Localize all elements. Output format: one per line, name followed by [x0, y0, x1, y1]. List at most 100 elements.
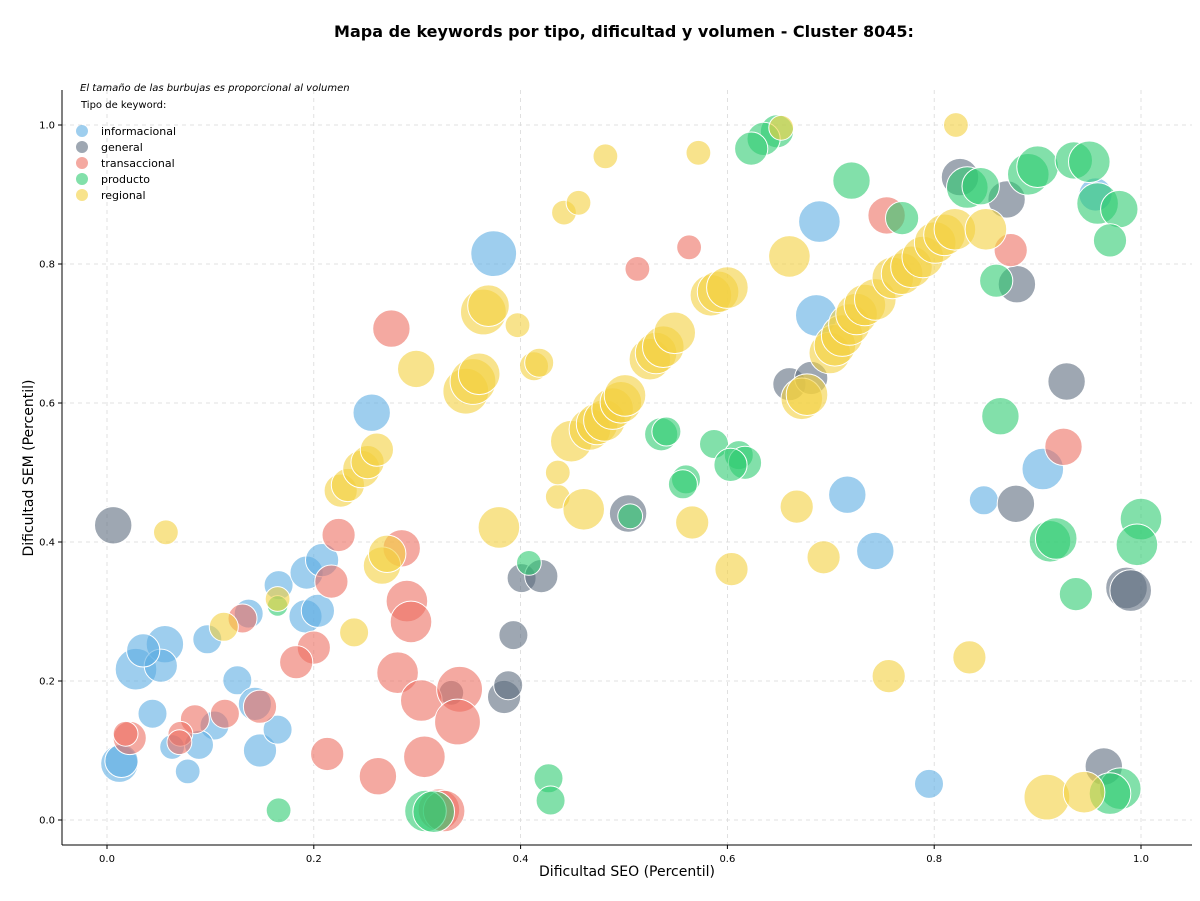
producto-bubble — [412, 790, 456, 834]
transaccional-bubble — [376, 651, 419, 695]
producto-bubble — [885, 201, 920, 236]
informacional-bubble — [798, 200, 841, 243]
y-tick-label: 0.0 — [39, 816, 55, 827]
chart-title: Mapa de keywords por tipo, dificultad y … — [334, 22, 914, 41]
regional-bubble — [524, 347, 555, 378]
x-tick-label: 0.2 — [306, 854, 322, 865]
producto-bubble — [1058, 577, 1094, 612]
informacional-bubble — [300, 593, 335, 628]
producto-bubble — [1100, 189, 1139, 229]
x-tick-label: 0.0 — [99, 854, 115, 865]
regional-bubble — [477, 506, 521, 549]
regional-bubble — [457, 352, 501, 396]
transaccional-bubble — [358, 757, 398, 796]
regional-bubble — [785, 373, 829, 417]
regional-bubble — [562, 488, 606, 531]
producto-bubble — [617, 503, 644, 530]
transaccional-bubble — [389, 600, 433, 644]
regional-bubble — [208, 611, 239, 642]
legend-marker-regional — [76, 189, 88, 201]
producto-bubble — [979, 263, 1014, 298]
bubbles — [94, 112, 1163, 834]
regional-bubble — [264, 586, 291, 612]
regional-bubble — [368, 534, 407, 573]
regional-bubble — [871, 659, 906, 694]
regional-bubble — [1062, 770, 1106, 814]
regional-bubble — [952, 640, 987, 675]
legend-marker-producto — [76, 173, 88, 185]
regional-bubble — [397, 349, 436, 389]
regional-bubble — [592, 143, 619, 170]
informacional-bubble — [126, 633, 161, 668]
regional-bubble — [153, 519, 179, 546]
informacional-bubble — [262, 714, 293, 745]
producto-bubble — [516, 550, 542, 576]
legend-label-general: general — [101, 141, 143, 154]
y-tick-label: 0.6 — [39, 399, 55, 410]
y-ticks: 0.0 0.2 0.4 0.6 0.8 1.0 — [39, 121, 62, 827]
producto-bubble — [1016, 145, 1059, 188]
regional-bubble — [359, 432, 394, 467]
producto-bubble — [535, 785, 566, 816]
y-tick-label: 0.4 — [39, 538, 55, 549]
regional-bubble — [653, 311, 697, 355]
producto-bubble — [1092, 223, 1128, 258]
x-tick-label: 1.0 — [1133, 854, 1149, 865]
general-bubble — [1047, 362, 1086, 401]
series-regional — [153, 112, 1106, 821]
general-bubble — [493, 670, 524, 701]
x-tick-label: 0.6 — [719, 854, 735, 865]
axes-spines — [61, 90, 1192, 846]
regional-bubble — [504, 312, 531, 339]
legend-label-informacional: informacional — [101, 125, 176, 138]
informacional-bubble — [914, 768, 944, 799]
legend-label-regional: regional — [101, 189, 146, 202]
transaccional-bubble — [321, 517, 356, 553]
x-ticks: 0.0 0.2 0.4 0.6 0.8 1.0 — [99, 845, 1149, 865]
regional-bubble — [806, 540, 841, 575]
regional-bubble — [706, 266, 749, 309]
regional-bubble — [339, 617, 370, 648]
legend-label-producto: producto — [101, 173, 150, 186]
informacional-bubble — [470, 230, 518, 278]
regional-bubble — [768, 235, 811, 278]
producto-bubble — [961, 167, 1000, 206]
informacional-bubble — [242, 733, 278, 768]
regional-bubble — [714, 552, 749, 587]
legend-marker-transaccional — [76, 157, 88, 169]
transaccional-bubble — [676, 234, 702, 261]
transaccional-bubble — [112, 720, 139, 747]
regional-bubble — [565, 189, 592, 216]
informacional-bubble — [856, 531, 895, 571]
legend-marker-informacional — [76, 125, 88, 137]
y-tick-label: 0.8 — [39, 260, 55, 271]
regional-bubble — [964, 208, 1008, 251]
producto-bubble — [981, 397, 1020, 436]
informacional-bubble — [352, 393, 391, 432]
informacional-bubble — [174, 758, 201, 785]
transaccional-bubble — [434, 698, 481, 746]
producto-bubble — [713, 447, 748, 482]
transaccional-bubble — [310, 736, 345, 772]
y-tick-label: 1.0 — [39, 121, 55, 132]
transaccional-bubble — [242, 689, 278, 724]
producto-bubble — [1068, 140, 1111, 184]
transaccional-bubble — [314, 564, 349, 599]
transaccional-bubble — [166, 729, 193, 756]
size-note: El tamaño de las burbujas es proporciona… — [80, 83, 350, 94]
regional-bubble — [779, 489, 814, 524]
regional-bubble — [603, 374, 647, 417]
y-axis-label: Dificultad SEM (Percentil) — [21, 380, 37, 557]
regional-bubble — [685, 139, 712, 166]
x-axis-label: Dificultad SEO (Percentil) — [539, 864, 715, 880]
y-tick-label: 0.2 — [39, 677, 55, 688]
transaccional-bubble — [372, 309, 411, 348]
transaccional-bubble — [1044, 427, 1083, 466]
legend-marker-general — [76, 141, 88, 153]
regional-bubble — [1023, 773, 1071, 821]
regional-bubble — [544, 459, 571, 486]
producto-bubble — [1115, 523, 1159, 567]
informacional-bubble — [828, 475, 867, 514]
producto-bubble — [734, 131, 769, 166]
transaccional-bubble — [279, 645, 314, 680]
